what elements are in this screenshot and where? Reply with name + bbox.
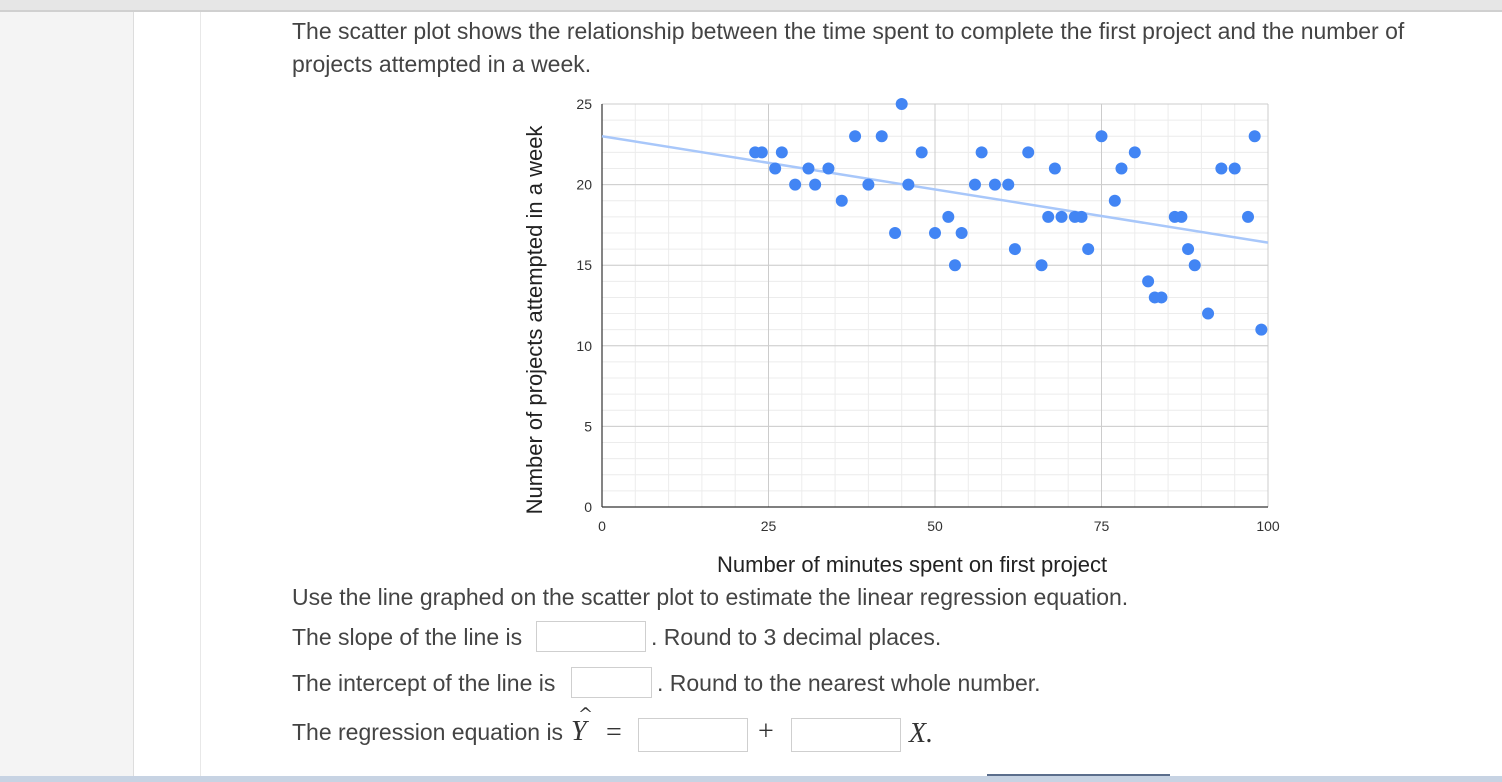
x-variable: X. bbox=[909, 718, 934, 749]
points-layer bbox=[749, 98, 1268, 336]
regression-prompt: The regression equation is bbox=[292, 719, 564, 745]
data-point bbox=[1128, 146, 1141, 159]
data-point bbox=[862, 178, 875, 191]
intercept-rounding-note: . Round to the nearest whole number. bbox=[657, 670, 1041, 696]
data-point bbox=[802, 162, 815, 175]
regression-intercept-input[interactable] bbox=[638, 718, 748, 752]
question-intro-line-2: projects attempted in a week. bbox=[292, 51, 592, 77]
data-point bbox=[1155, 291, 1168, 304]
content-gutter-border bbox=[200, 12, 201, 780]
trendline-layer bbox=[601, 135, 1269, 244]
left-panel-border bbox=[133, 12, 134, 780]
data-point bbox=[1095, 130, 1108, 143]
data-point bbox=[975, 146, 988, 159]
data-point bbox=[769, 162, 782, 175]
y-tick-label: 0 bbox=[584, 499, 592, 515]
x-tick-label: 100 bbox=[1256, 518, 1280, 534]
y-tick-label: 10 bbox=[576, 338, 592, 354]
data-point bbox=[929, 226, 941, 239]
data-point bbox=[955, 226, 968, 239]
data-point bbox=[775, 146, 788, 159]
plus-sign: + bbox=[758, 716, 774, 747]
left-panel bbox=[0, 12, 133, 780]
y-tick-label: 20 bbox=[576, 177, 592, 193]
data-point bbox=[789, 178, 802, 191]
data-point bbox=[1248, 130, 1261, 143]
data-point bbox=[1002, 178, 1015, 191]
data-point bbox=[1008, 243, 1021, 256]
data-point bbox=[902, 178, 915, 191]
hat-accent: ^ bbox=[578, 704, 594, 725]
data-point bbox=[1255, 323, 1268, 336]
data-point bbox=[849, 130, 862, 143]
data-point bbox=[942, 210, 955, 223]
data-point bbox=[915, 146, 928, 159]
data-point bbox=[1242, 210, 1255, 223]
data-point bbox=[835, 194, 848, 207]
x-tick-label: 25 bbox=[761, 518, 777, 534]
data-point bbox=[1042, 210, 1055, 223]
data-point bbox=[1188, 259, 1201, 272]
x-axis-label: Number of minutes spent on first project bbox=[717, 552, 1108, 577]
instruction-text: Use the line graphed on the scatter plot… bbox=[292, 584, 1129, 610]
x-tick-label: 50 bbox=[927, 518, 943, 534]
major-grid bbox=[601, 103, 1269, 508]
tick-labels: 0 25 50 75 100 0 5 10 15 20 25 bbox=[576, 96, 1279, 534]
x-tick-label: 75 bbox=[1094, 518, 1110, 534]
trendline bbox=[601, 135, 1269, 244]
data-point bbox=[889, 226, 902, 239]
slope-prompt: The slope of the line is bbox=[292, 624, 523, 650]
slope-rounding-note: . Round to 3 decimal places. bbox=[651, 624, 942, 650]
data-point bbox=[1055, 210, 1068, 223]
top-bar bbox=[0, 0, 1502, 10]
data-point bbox=[1228, 162, 1241, 175]
y-tick-label: 25 bbox=[576, 96, 592, 112]
data-point bbox=[1142, 275, 1155, 288]
equals-sign: = bbox=[606, 717, 622, 748]
data-point bbox=[875, 130, 888, 143]
content-gutter bbox=[134, 12, 200, 780]
y-hat-symbol: Y bbox=[571, 716, 587, 747]
data-point bbox=[809, 178, 822, 191]
y-tick-label: 5 bbox=[584, 418, 592, 434]
data-point bbox=[1075, 210, 1088, 223]
data-point bbox=[968, 178, 981, 191]
data-point bbox=[1035, 259, 1048, 272]
top-bar-divider bbox=[0, 10, 1502, 12]
slope-input[interactable] bbox=[536, 621, 646, 652]
data-point bbox=[1108, 194, 1121, 207]
y-tick-label: 15 bbox=[576, 257, 592, 273]
intercept-input[interactable] bbox=[571, 667, 652, 698]
y-axis-label-vertical: Number of projects attempted in a week bbox=[522, 125, 547, 515]
data-point bbox=[948, 259, 961, 272]
data-point bbox=[755, 146, 768, 159]
data-point bbox=[988, 178, 1001, 191]
data-point bbox=[1115, 162, 1128, 175]
bottom-bar bbox=[0, 776, 1502, 782]
data-point bbox=[1182, 243, 1195, 256]
intercept-prompt: The intercept of the line is bbox=[292, 670, 556, 696]
data-point bbox=[1215, 162, 1228, 175]
data-point bbox=[1082, 243, 1095, 256]
data-point bbox=[1022, 146, 1035, 159]
data-point bbox=[1202, 307, 1215, 320]
x-tick-label: 0 bbox=[598, 518, 606, 534]
data-point bbox=[1175, 210, 1188, 223]
question-intro-line-1: The scatter plot shows the relationship … bbox=[292, 18, 1405, 44]
regression-slope-input[interactable] bbox=[791, 718, 901, 752]
data-point bbox=[822, 162, 835, 175]
data-point bbox=[1048, 162, 1061, 175]
data-point bbox=[895, 98, 908, 110]
